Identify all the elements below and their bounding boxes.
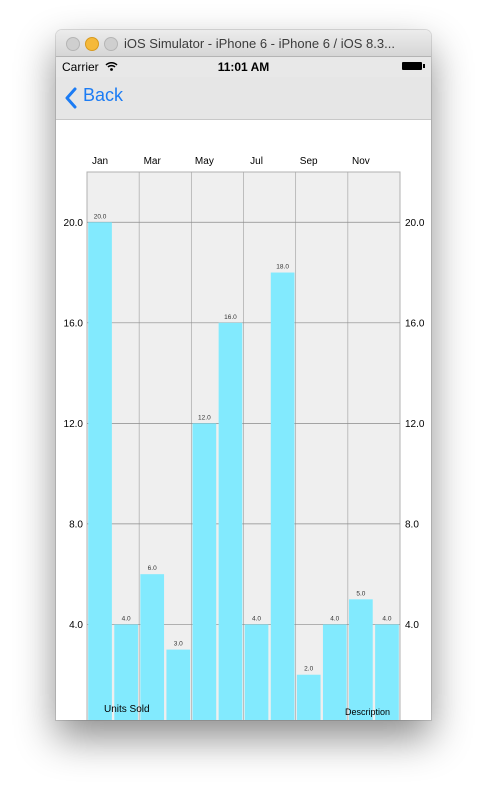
- status-bar: Carrier 11:01 AM: [56, 57, 431, 77]
- data-label: 12.0: [198, 414, 211, 421]
- data-label: 2.0: [304, 666, 313, 673]
- close-window-button[interactable]: [66, 37, 80, 51]
- bar: [218, 322, 243, 720]
- bar: [192, 423, 217, 720]
- y-tick-label-left: 12.0: [64, 419, 84, 430]
- data-label: 4.0: [122, 615, 131, 622]
- window-title: iOS Simulator - iPhone 6 - iPhone 6 / iO…: [124, 36, 395, 51]
- data-label: 16.0: [224, 314, 237, 321]
- x-tick-label: Nov: [352, 156, 370, 167]
- carrier-label: Carrier: [62, 60, 99, 74]
- bar: [349, 599, 373, 720]
- data-label: 4.0: [252, 615, 261, 622]
- data-label: 20.0: [94, 213, 107, 220]
- data-label: 5.0: [356, 590, 365, 597]
- back-label: Back: [83, 85, 124, 105]
- data-label: 3.0: [174, 641, 183, 648]
- y-tick-label-right: 4.0: [405, 620, 419, 631]
- x-tick-label: May: [195, 156, 214, 167]
- legend-label: Units Sold: [104, 704, 150, 715]
- x-tick-label: Jul: [250, 156, 263, 167]
- chart-description: Description: [345, 707, 390, 717]
- wifi-icon: [105, 62, 118, 71]
- bar: [270, 272, 295, 720]
- y-tick-label-right: 20.0: [405, 218, 425, 229]
- bar: [114, 624, 138, 720]
- data-label: 4.0: [330, 615, 339, 622]
- y-tick-label-right: 12.0: [405, 419, 425, 430]
- y-tick-label-left: 16.0: [64, 318, 84, 329]
- zoom-window-button[interactable]: [104, 37, 118, 51]
- bar: [244, 624, 269, 720]
- x-tick-label: Sep: [300, 156, 318, 167]
- y-tick-label-right: 8.0: [405, 519, 419, 530]
- data-label: 18.0: [276, 264, 289, 271]
- chevron-left-icon: [65, 87, 77, 109]
- bar: [375, 624, 399, 720]
- minimize-window-button[interactable]: [85, 37, 99, 51]
- x-tick-label: Jan: [92, 156, 108, 167]
- bar: [140, 574, 165, 720]
- y-tick-label-left: 8.0: [69, 519, 83, 530]
- window-titlebar: iOS Simulator - iPhone 6 - iPhone 6 / iO…: [56, 30, 431, 57]
- y-tick-label-left: 20.0: [64, 218, 84, 229]
- simulator-window: iOS Simulator - iPhone 6 - iPhone 6 / iO…: [56, 30, 431, 720]
- bar: [296, 674, 321, 720]
- bar: [166, 649, 191, 720]
- y-tick-label-left: 4.0: [69, 620, 83, 631]
- legend-swatch: [91, 706, 99, 714]
- battery-icon: [402, 62, 425, 70]
- x-tick-label: Mar: [144, 156, 162, 167]
- chart-svg: 20.0 4.0 6.0 3.0 12.0 16.0 4.0 18.0 2.0 4.0 5.0 4.0…: [64, 156, 425, 720]
- bar-chart: 20.0 4.0 6.0 3.0 12.0 16.0 4.0 18.0 2.0 4.0 5.0 4.0…: [56, 120, 431, 720]
- data-label: 6.0: [148, 565, 157, 572]
- status-time: 11:01 AM: [217, 60, 270, 74]
- y-tick-label-right: 16.0: [405, 318, 425, 329]
- bar: [88, 222, 112, 720]
- data-label: 4.0: [382, 615, 391, 622]
- bar: [322, 624, 347, 720]
- navigation-bar: Back: [56, 77, 431, 120]
